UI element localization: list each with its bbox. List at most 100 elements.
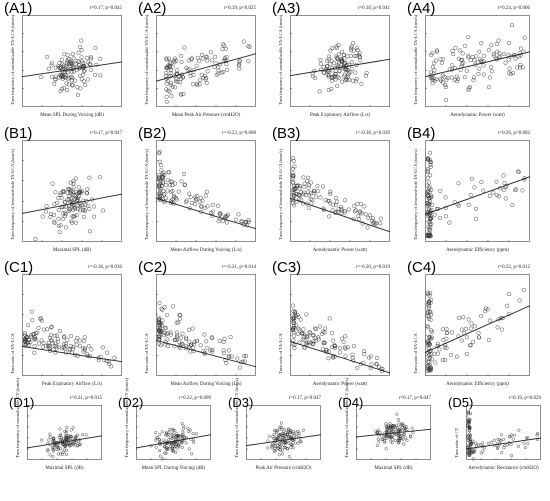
data-point xyxy=(338,346,343,351)
data-point xyxy=(285,433,290,437)
x-axis-label: Peak Expiratory Airflow (L/s) xyxy=(41,382,103,387)
data-point xyxy=(344,76,349,81)
data-point xyxy=(381,437,385,441)
data-point xyxy=(173,428,177,432)
data-point xyxy=(335,55,340,60)
panel-label: (A2) xyxy=(138,0,167,17)
data-point xyxy=(227,354,232,359)
regression-line xyxy=(424,51,531,78)
data-point xyxy=(289,431,293,435)
data-point xyxy=(289,428,293,432)
data-point xyxy=(92,72,97,77)
data-point xyxy=(345,345,350,350)
data-point xyxy=(208,348,213,353)
data-point xyxy=(323,326,328,331)
data-point xyxy=(466,452,470,456)
data-point xyxy=(280,448,284,452)
data-point xyxy=(428,75,433,80)
data-point xyxy=(365,225,370,230)
data-point xyxy=(291,197,296,202)
data-point xyxy=(155,436,159,440)
data-point xyxy=(30,318,35,323)
data-point xyxy=(68,190,73,195)
data-point xyxy=(205,69,210,74)
data-point xyxy=(66,57,71,62)
data-point xyxy=(330,208,335,213)
panel-label: (A1) xyxy=(4,0,33,17)
data-point xyxy=(296,441,300,445)
data-point xyxy=(502,181,507,186)
data-point xyxy=(380,434,384,438)
data-point xyxy=(363,73,368,78)
data-point xyxy=(472,75,477,80)
data-point xyxy=(46,449,50,453)
data-point xyxy=(353,70,358,75)
data-point xyxy=(58,434,62,438)
data-point xyxy=(165,178,170,183)
data-point xyxy=(157,328,162,333)
data-point xyxy=(67,206,72,211)
data-point xyxy=(166,170,171,175)
data-point xyxy=(469,176,474,181)
data-point xyxy=(246,59,251,64)
data-point xyxy=(80,433,85,437)
data-point xyxy=(88,55,93,60)
data-point xyxy=(294,192,299,197)
y-axis-label: Turn frequency of normalizable CT (turn/… xyxy=(344,378,349,458)
data-point xyxy=(158,191,163,196)
data-point xyxy=(71,214,76,219)
data-point xyxy=(425,183,430,188)
data-point xyxy=(402,442,406,446)
data-point xyxy=(200,56,205,61)
data-point xyxy=(449,330,454,335)
data-point xyxy=(356,214,361,219)
data-point xyxy=(441,338,446,343)
data-point xyxy=(84,433,88,437)
data-point xyxy=(60,346,65,351)
data-point xyxy=(78,45,83,50)
data-point xyxy=(320,184,325,189)
data-point xyxy=(510,203,515,208)
data-point xyxy=(434,77,439,82)
data-point xyxy=(67,346,72,351)
data-point xyxy=(274,429,278,433)
data-point xyxy=(349,66,354,71)
data-point xyxy=(55,200,60,205)
data-point xyxy=(385,434,390,438)
data-point xyxy=(291,171,296,176)
data-point xyxy=(195,81,200,86)
data-point xyxy=(276,444,280,448)
data-point xyxy=(489,43,494,48)
data-point xyxy=(225,67,230,72)
data-point xyxy=(456,181,461,186)
data-point xyxy=(332,60,337,65)
data-point xyxy=(474,217,479,222)
data-point xyxy=(340,49,345,54)
panel-b4: (B4) r=0.26, p=0.002 Aerodynamic Efficienc… xyxy=(407,125,531,253)
data-point xyxy=(186,58,191,63)
data-point xyxy=(79,189,84,194)
data-point xyxy=(188,428,192,432)
data-point xyxy=(427,234,432,239)
data-point xyxy=(157,322,162,327)
panel-label: (D4) xyxy=(338,395,364,410)
data-point xyxy=(168,70,173,75)
data-point xyxy=(56,208,61,213)
data-point xyxy=(352,209,357,214)
data-point xyxy=(474,441,478,445)
data-point xyxy=(337,64,342,69)
data-point xyxy=(51,448,55,452)
data-point xyxy=(479,41,484,46)
x-axis-label: Aerodynamic Resistance (cmH2O) xyxy=(468,466,539,471)
data-point xyxy=(291,192,296,197)
data-point xyxy=(53,190,58,195)
data-point xyxy=(389,435,393,439)
data-point xyxy=(401,422,405,426)
data-point xyxy=(164,433,168,437)
data-point xyxy=(291,327,296,332)
data-point xyxy=(271,435,275,439)
data-point xyxy=(316,337,321,342)
data-point xyxy=(430,81,435,86)
data-point xyxy=(273,446,277,450)
regression-line xyxy=(465,437,542,450)
